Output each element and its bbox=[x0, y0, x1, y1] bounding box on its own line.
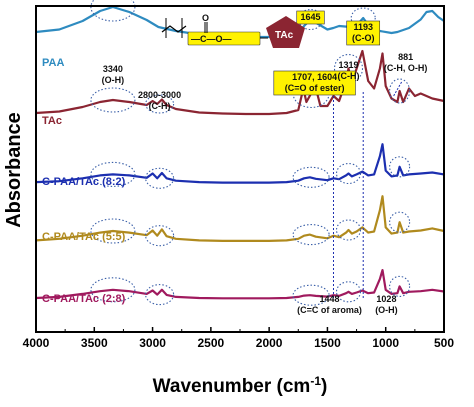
x-tick-label: 2000 bbox=[256, 336, 283, 350]
annotation-highlight bbox=[273, 70, 356, 96]
peak-circle bbox=[145, 225, 175, 247]
series-label: TAc bbox=[42, 115, 62, 127]
y-axis-title: Absorbance bbox=[3, 112, 25, 228]
peak-circle bbox=[90, 161, 136, 187]
peak-annotation: 1448(C=C of aroma) bbox=[297, 294, 362, 315]
inset-bond-text: —C—O— bbox=[191, 34, 232, 44]
peak-annotation: 2800-3000(C-H) bbox=[138, 90, 181, 111]
annotation-text: 1645 bbox=[301, 12, 321, 22]
series-label: C-PAA/TAc (5:5) bbox=[42, 231, 126, 243]
peak-circle bbox=[335, 219, 362, 241]
inset-tac-label: TAc bbox=[275, 30, 294, 41]
peak-circle bbox=[90, 277, 136, 303]
peak-annotation: 1645 bbox=[296, 10, 325, 25]
x-tick-label: 3500 bbox=[81, 336, 108, 350]
annotation-text: (C-O) bbox=[352, 33, 375, 43]
peak-circle bbox=[335, 162, 362, 185]
peak-circle bbox=[145, 167, 175, 189]
inset-structure: O —C—O— TAc bbox=[161, 13, 305, 48]
annotation-arrow-icon bbox=[393, 81, 403, 97]
annotation-text: (O-H) bbox=[375, 305, 398, 315]
peak-circle bbox=[350, 7, 376, 29]
annotation-highlight bbox=[296, 10, 325, 25]
peak-circle bbox=[145, 284, 175, 306]
annotation-text: (O-H) bbox=[102, 75, 125, 85]
peak-circle bbox=[389, 275, 411, 297]
annotation-text: 881 bbox=[398, 52, 413, 62]
annotation-highlight bbox=[346, 20, 381, 46]
annotation-text: 1707, 1604 bbox=[292, 72, 337, 82]
x-tick-label: 2500 bbox=[198, 336, 225, 350]
annotation-text: (C=O of ester) bbox=[285, 83, 345, 93]
series-line bbox=[35, 49, 445, 116]
peak-annotation: 1028(O-H) bbox=[375, 294, 398, 315]
x-tick-label: 1000 bbox=[372, 336, 399, 350]
annotation-text: (C=C of aroma) bbox=[297, 305, 362, 315]
peak-annotation: 1707, 1604(C=O of ester) bbox=[273, 70, 356, 96]
annotation-text: 3340 bbox=[103, 64, 123, 74]
series-line bbox=[35, 195, 445, 242]
peak-circle bbox=[292, 224, 330, 246]
peak-annotation: 881(C-H, O-H) bbox=[384, 52, 428, 73]
peak-circle bbox=[389, 78, 411, 104]
annotation-text: 1448 bbox=[319, 294, 339, 304]
series-layer bbox=[35, 5, 445, 300]
tac-pentagon-icon bbox=[266, 16, 305, 48]
peak-circle bbox=[292, 284, 330, 306]
peak-circle bbox=[90, 218, 136, 244]
peak-circle bbox=[292, 166, 330, 188]
annotation-text: 1028 bbox=[376, 294, 396, 304]
x-tick-label: 4000 bbox=[23, 336, 50, 350]
series-labels: PAA TAc C-PAA/TAc (8:2) C-PAA/TAc (5:5) C-PA… bbox=[42, 57, 126, 305]
peak-annotation: 1193(C-O) bbox=[346, 20, 381, 46]
annotation-text: (C-H, O-H) bbox=[384, 63, 428, 73]
inset-oxygen-label: O bbox=[202, 13, 209, 23]
peak-circle bbox=[335, 281, 362, 303]
series-line bbox=[35, 143, 445, 184]
peak-circle bbox=[90, 0, 136, 22]
peak-circles bbox=[90, 0, 411, 306]
series-label: C-PAA/TAc (2:8) bbox=[42, 293, 126, 305]
x-tick-label: 1500 bbox=[314, 336, 341, 350]
peak-circle bbox=[389, 211, 411, 233]
annotation-text: 1193 bbox=[353, 22, 373, 32]
series-line bbox=[35, 269, 445, 300]
peak-circle bbox=[90, 87, 136, 113]
peak-circle bbox=[145, 94, 175, 114]
polymer-bracket-icon bbox=[165, 18, 183, 38]
annotation-text: (C-H) bbox=[149, 101, 171, 111]
series-label: C-PAA/TAc (8:2) bbox=[42, 176, 126, 188]
annotation-text: (C-H) bbox=[338, 71, 360, 81]
x-tick-label: 3000 bbox=[139, 336, 166, 350]
reference-lines bbox=[332, 92, 364, 300]
x-axis-title: Wavenumber (cm-1) bbox=[153, 374, 328, 397]
peak-circle bbox=[389, 156, 411, 178]
peak-annotation: 1319(C-H) bbox=[338, 60, 360, 81]
x-axis-ticks: 4000 3500 3000 2500 2000 1500 1000 500 bbox=[23, 327, 454, 350]
series-label: PAA bbox=[42, 57, 64, 69]
annotation-text: 2800-3000 bbox=[138, 90, 181, 100]
x-tick-label: 500 bbox=[434, 336, 454, 350]
annotation-text: 1319 bbox=[339, 60, 359, 70]
peak-annotation: 3340(O-H) bbox=[102, 64, 125, 85]
